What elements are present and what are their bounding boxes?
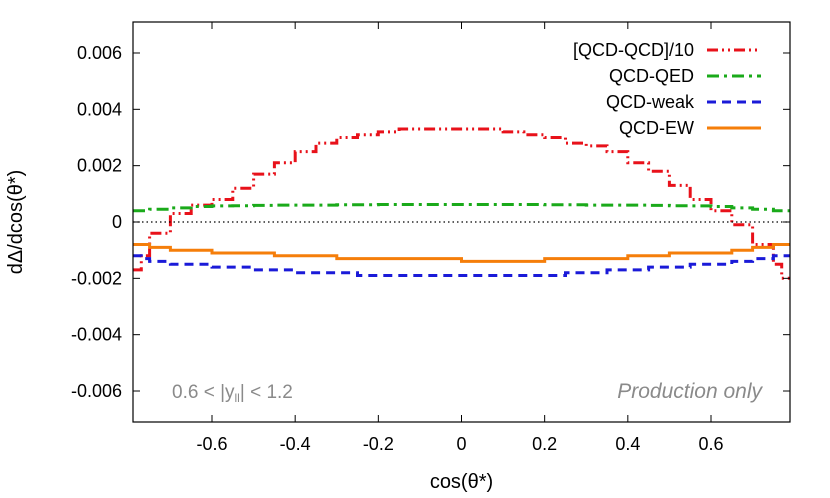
x-tick-label: -0.4	[280, 434, 311, 454]
x-tick-label: 0	[456, 434, 466, 454]
legend-label: QCD-EW	[619, 118, 694, 138]
rapidity-annotation-part1: 0.6 < |y	[172, 382, 235, 403]
legend: [QCD-QCD]/10 QCD-QED QCD-weak QCD-EW	[573, 40, 761, 138]
legend-label: [QCD-QCD]/10	[573, 40, 694, 60]
x-tick-label: -0.2	[363, 434, 394, 454]
y-tick-label: -0.002	[71, 268, 122, 288]
y-tick-label: 0	[112, 212, 122, 232]
ticks: -0.6 -0.4 -0.2 0 0.2 0.4 0.6 0.006 0.004 0.002 0 -0…	[71, 22, 790, 454]
y-axis-label: dΔ/dcos(θ*)	[5, 170, 27, 275]
x-tick-label: -0.6	[196, 434, 227, 454]
series-line	[133, 254, 790, 277]
y-tick-label: 0.006	[77, 43, 122, 63]
legend-label: QCD-weak	[606, 92, 695, 112]
series-line	[133, 243, 790, 263]
y-tick-label: -0.006	[71, 381, 122, 401]
x-axis-label: cos(θ*)	[430, 471, 493, 493]
plot-area	[133, 127, 790, 280]
rapidity-annotation: 0.6 < |yll| < 1.2	[172, 382, 293, 405]
y-tick-label: -0.004	[71, 325, 122, 345]
x-tick-label: 0.4	[615, 434, 640, 454]
series-line	[133, 203, 790, 213]
y-tick-label: 0.004	[77, 99, 122, 119]
y-tick-label: 0.002	[77, 156, 122, 176]
legend-label: QCD-QED	[609, 66, 694, 86]
series-line	[133, 127, 790, 280]
rapidity-annotation-subscript: ll	[235, 391, 240, 405]
rapidity-annotation-part2: | < 1.2	[240, 382, 293, 403]
production-only-annotation: Production only	[617, 380, 763, 403]
x-tick-label: 0.2	[532, 434, 557, 454]
x-tick-label: 0.6	[698, 434, 723, 454]
